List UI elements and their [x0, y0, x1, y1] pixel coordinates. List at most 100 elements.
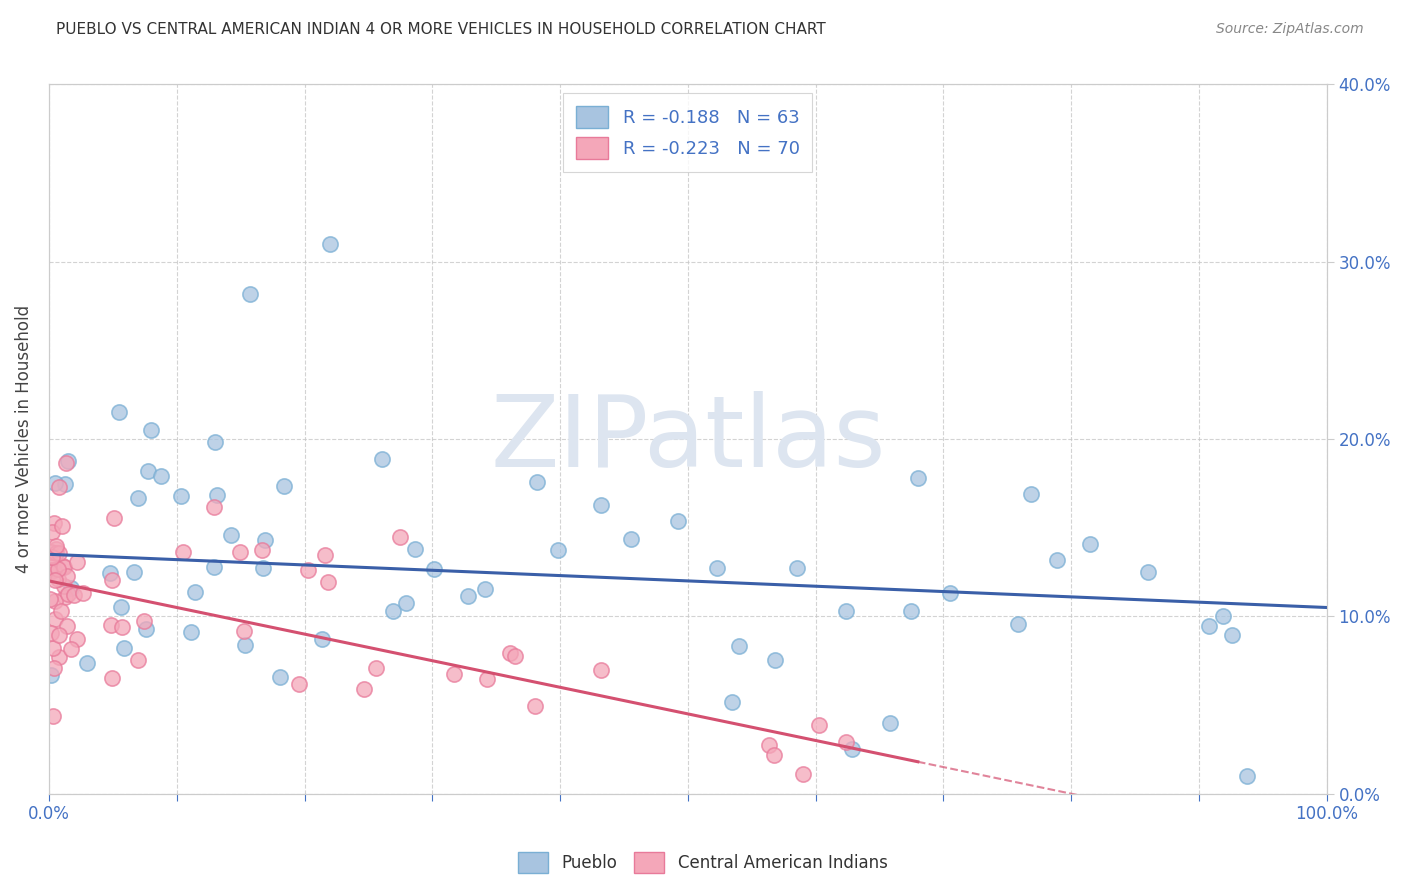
- Point: [101, 573, 124, 587]
- Point: [254, 533, 277, 547]
- Point: [202, 500, 225, 515]
- Point: [404, 542, 426, 557]
- Point: [38, 591, 60, 606]
- Point: [318, 574, 340, 589]
- Point: [56, 569, 79, 583]
- Point: [526, 475, 548, 490]
- Point: [721, 695, 744, 709]
- Point: [39, 563, 62, 577]
- Point: [48, 546, 70, 560]
- Point: [122, 565, 145, 579]
- Point: [141, 423, 163, 437]
- Point: [547, 543, 569, 558]
- Point: [474, 582, 496, 597]
- Text: Source: ZipAtlas.com: Source: ZipAtlas.com: [1216, 22, 1364, 37]
- Text: PUEBLO VS CENTRAL AMERICAN INDIAN 4 OR MORE VEHICLES IN HOUSEHOLD CORRELATION CH: PUEBLO VS CENTRAL AMERICAN INDIAN 4 OR M…: [56, 22, 825, 37]
- Point: [835, 604, 858, 618]
- Point: [170, 489, 193, 503]
- Point: [45, 539, 67, 553]
- Point: [100, 566, 122, 581]
- Point: [46, 561, 69, 575]
- Point: [758, 738, 780, 752]
- Point: [388, 530, 411, 544]
- Point: [76, 657, 98, 671]
- Point: [1007, 617, 1029, 632]
- Point: [42, 641, 65, 656]
- Point: [457, 590, 479, 604]
- Point: [172, 545, 194, 559]
- Point: [53, 477, 76, 491]
- Legend: Pueblo, Central American Indians: Pueblo, Central American Indians: [512, 846, 894, 880]
- Point: [288, 677, 311, 691]
- Point: [72, 586, 94, 600]
- Point: [907, 471, 929, 485]
- Point: [229, 544, 252, 558]
- Text: ZIPatlas: ZIPatlas: [491, 391, 886, 488]
- Point: [591, 498, 613, 512]
- Point: [666, 514, 689, 528]
- Point: [841, 742, 863, 756]
- Point: [879, 715, 901, 730]
- Point: [38, 565, 60, 579]
- Point: [319, 237, 342, 252]
- Point: [101, 671, 124, 685]
- Point: [273, 479, 295, 493]
- Point: [183, 585, 205, 599]
- Point: [204, 560, 226, 574]
- Point: [42, 709, 65, 723]
- Point: [763, 653, 786, 667]
- Point: [1236, 769, 1258, 783]
- Point: [727, 639, 749, 653]
- Point: [900, 604, 922, 618]
- Point: [353, 682, 375, 697]
- Point: [136, 464, 159, 478]
- Point: [66, 632, 89, 646]
- Point: [51, 518, 73, 533]
- Point: [132, 614, 155, 628]
- Point: [53, 590, 76, 604]
- Point: [1136, 566, 1159, 580]
- Point: [100, 618, 122, 632]
- Point: [48, 628, 70, 642]
- Point: [46, 572, 69, 586]
- Point: [60, 642, 83, 657]
- Point: [55, 456, 77, 470]
- Point: [233, 638, 256, 652]
- Point: [44, 594, 66, 608]
- Point: [110, 600, 132, 615]
- Point: [44, 562, 66, 576]
- Point: [63, 589, 86, 603]
- Point: [135, 622, 157, 636]
- Point: [103, 510, 125, 524]
- Point: [66, 555, 89, 569]
- Point: [56, 587, 79, 601]
- Point: [939, 586, 962, 600]
- Point: [41, 525, 63, 540]
- Point: [127, 653, 149, 667]
- Point: [45, 541, 67, 556]
- Y-axis label: 4 or more Vehicles in Household: 4 or more Vehicles in Household: [15, 305, 32, 574]
- Point: [475, 672, 498, 686]
- Point: [1046, 553, 1069, 567]
- Point: [39, 667, 62, 681]
- Point: [503, 648, 526, 663]
- Point: [370, 451, 392, 466]
- Point: [48, 649, 70, 664]
- Point: [41, 549, 63, 564]
- Point: [150, 468, 173, 483]
- Point: [59, 581, 82, 595]
- Point: [180, 624, 202, 639]
- Point: [1019, 486, 1042, 500]
- Point: [792, 766, 814, 780]
- Legend: R = -0.188   N = 63, R = -0.223   N = 70: R = -0.188 N = 63, R = -0.223 N = 70: [564, 94, 813, 172]
- Point: [44, 611, 66, 625]
- Point: [1198, 618, 1220, 632]
- Point: [364, 661, 387, 675]
- Point: [44, 573, 66, 587]
- Point: [252, 561, 274, 575]
- Point: [620, 532, 643, 546]
- Point: [56, 454, 79, 468]
- Point: [53, 579, 76, 593]
- Point: [112, 640, 135, 655]
- Point: [395, 596, 418, 610]
